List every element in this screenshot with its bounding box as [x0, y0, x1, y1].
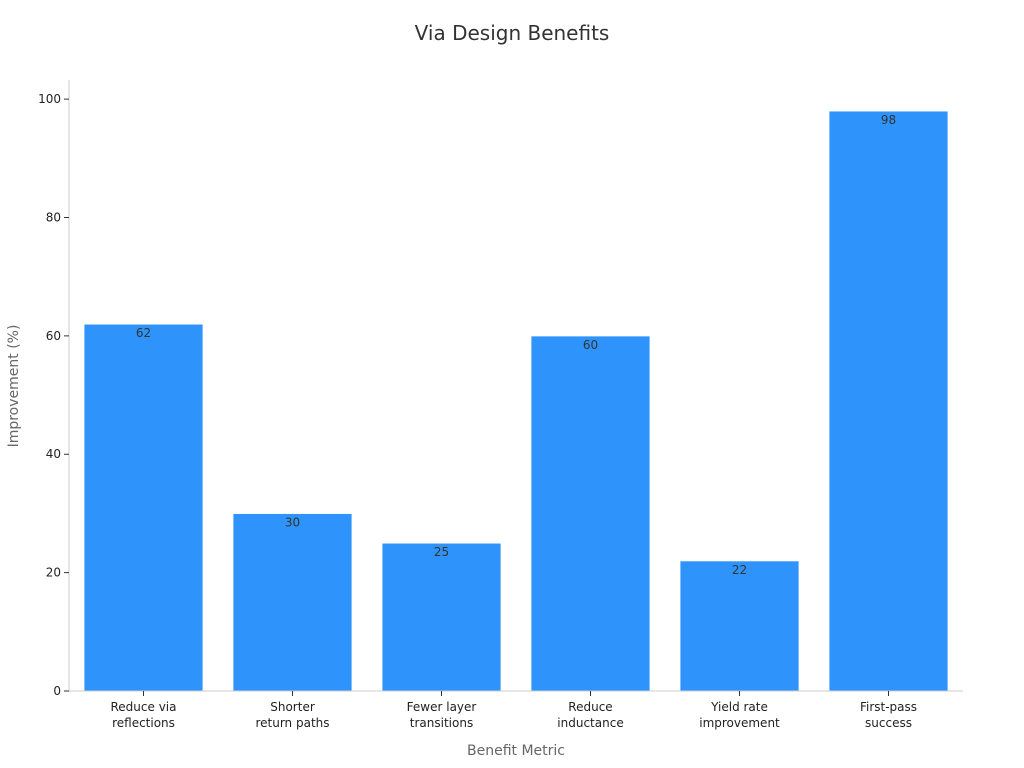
x-tick-label-5: First-pass success: [860, 700, 917, 730]
data-label-2: 25: [434, 545, 449, 559]
y-tick-label-1: 20: [46, 566, 61, 580]
data-label-3: 60: [583, 338, 598, 352]
y-tick-label-0: 0: [53, 684, 61, 698]
data-label-0: 62: [136, 326, 151, 340]
y-tick-label-2: 40: [46, 447, 61, 461]
x-axis-title: Benefit Metric: [467, 743, 565, 759]
bar-0: [83, 323, 204, 692]
bar-5: [828, 110, 949, 692]
data-label-5: 98: [881, 113, 896, 127]
chart-title: Via Design Benefits: [415, 21, 610, 45]
y-tick-label-3: 60: [46, 329, 61, 343]
bar-2: [381, 542, 502, 692]
y-axis-title: Improvement (%): [6, 325, 22, 448]
x-tick-label-2: Fewer layer transitions: [407, 700, 477, 730]
bar-4: [679, 560, 800, 692]
axes-group: [68, 80, 963, 692]
data-label-4: 22: [732, 563, 747, 577]
bar-1: [232, 512, 353, 692]
data-label-1: 30: [285, 515, 300, 529]
x-ticks-group: Reduce via reflections Shorter return paths…: [111, 691, 917, 730]
x-tick-label-1: Shorter return paths: [255, 700, 329, 730]
bar-3: [530, 335, 651, 692]
x-tick-label-3: Reduce inductance: [557, 700, 623, 730]
data-labels-group: 62 30 25 60 22 98: [136, 113, 896, 577]
y-ticks-group: 0 20 40 60 80 100: [38, 92, 69, 698]
y-tick-label-4: 80: [46, 210, 61, 224]
x-tick-label-0: Reduce via reflections: [111, 700, 177, 730]
x-tick-label-4: Yield rate improvement: [699, 700, 780, 730]
y-tick-label-5: 100: [38, 92, 61, 106]
bars-group: [83, 110, 949, 692]
